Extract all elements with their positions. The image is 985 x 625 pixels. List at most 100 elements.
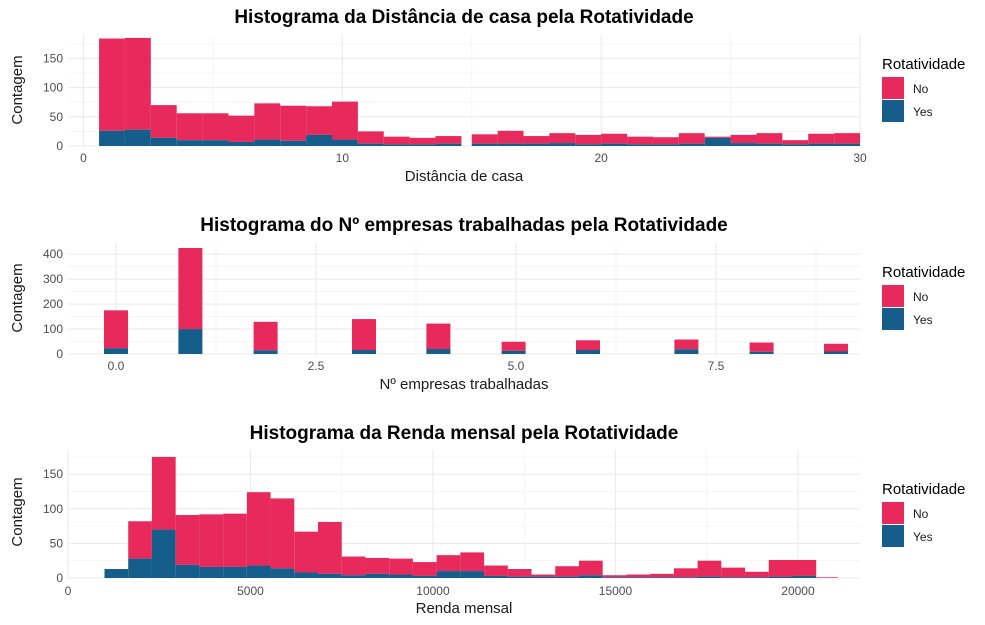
bars	[104, 247, 848, 354]
bar-yes	[175, 564, 200, 578]
bar-yes	[332, 139, 358, 146]
bar-no	[175, 515, 200, 565]
bar-yes	[578, 575, 603, 578]
bar-yes	[555, 576, 579, 578]
bar-no	[808, 133, 835, 144]
bar-no	[678, 133, 705, 144]
bar-no	[383, 136, 410, 145]
bar-yes	[178, 329, 203, 354]
y-tick-label: 100	[43, 322, 63, 336]
bar-no	[150, 105, 177, 138]
legend: Rotatividade No Yes	[882, 56, 965, 122]
bar-yes	[523, 143, 550, 146]
bar-yes	[704, 137, 731, 146]
bar-yes	[497, 143, 524, 146]
bar-no	[99, 38, 125, 131]
bar-no	[523, 136, 550, 144]
bar-no	[730, 134, 757, 144]
bar-yes	[501, 350, 526, 354]
chart-title: Histograma do Nº empresas trabalhadas pe…	[200, 215, 728, 236]
legend-key-yes	[882, 525, 904, 547]
bar-yes	[460, 571, 485, 578]
bar-no	[202, 113, 229, 141]
x-tick-label: 7.5	[708, 359, 725, 373]
bar-yes	[674, 349, 699, 354]
bar-yes	[199, 566, 224, 578]
chart-panel-2: 0.0 2.5 5.0 7.5 0 100 200 300 400 Histograma do N…	[9, 215, 965, 393]
chart-title: Histograma da Distância de casa pela Rot…	[234, 7, 693, 28]
x-tick-label: 10000	[416, 584, 450, 598]
bar-yes	[601, 143, 628, 146]
bar-no	[294, 531, 319, 573]
bar-yes	[124, 129, 151, 146]
bar-yes	[824, 351, 848, 354]
x-tick-label: 0	[80, 151, 87, 165]
bar-yes	[202, 140, 229, 146]
bar-yes	[341, 575, 366, 578]
bar-yes	[626, 577, 651, 578]
bar-yes	[409, 144, 436, 146]
bar-no	[436, 555, 461, 572]
bar-no	[697, 560, 722, 577]
bar-no	[341, 556, 366, 576]
bar-yes	[151, 529, 176, 578]
y-axis-label: Contagem	[9, 477, 26, 546]
y-tick-label: 400	[43, 247, 63, 261]
x-tick-label: 30	[853, 151, 867, 165]
bar-yes	[435, 143, 462, 146]
y-tick-label: 50	[50, 536, 64, 550]
bar-no	[704, 136, 731, 138]
legend-label-yes: Yes	[913, 313, 933, 327]
legend-key-yes	[882, 308, 904, 330]
bar-no	[318, 521, 342, 574]
x-tick-label: 5000	[237, 584, 264, 598]
bar-no	[627, 136, 653, 145]
bar-no	[365, 557, 390, 574]
legend-title: Rotatividade	[882, 56, 965, 73]
chart-panel-3: 0 5000 10000 15000 20000 0 50 100 150 Histograma …	[9, 423, 965, 617]
bar-no	[555, 566, 579, 577]
bar-yes	[697, 576, 722, 578]
bar-no	[460, 552, 485, 572]
y-tick-label: 100	[43, 81, 63, 95]
bar-no	[578, 560, 603, 576]
y-tick-label: 300	[43, 272, 63, 286]
bar-no	[199, 514, 224, 567]
bar-no	[497, 130, 524, 144]
legend-label-no: No	[913, 290, 929, 304]
bar-yes	[270, 568, 295, 578]
bar-no	[435, 136, 462, 144]
bar-no	[228, 115, 255, 142]
x-axis-label: Renda mensal	[416, 600, 513, 617]
x-tick-label: 0	[65, 584, 72, 598]
bar-no	[756, 133, 783, 144]
bar-no	[816, 577, 839, 578]
x-tick-label: 5.0	[508, 359, 525, 373]
bar-yes	[426, 349, 451, 354]
bar-yes	[792, 575, 817, 578]
bar-no	[768, 560, 793, 577]
bar-yes	[383, 144, 410, 146]
y-tick-label: 150	[43, 467, 63, 481]
legend-key-no	[882, 77, 904, 99]
bar-yes	[745, 577, 769, 578]
bar-yes	[318, 573, 342, 578]
bar-no	[357, 131, 384, 144]
bars	[104, 456, 839, 578]
bar-yes	[678, 143, 705, 146]
bar-no	[792, 560, 817, 576]
bar-no	[626, 574, 651, 578]
bar-yes	[627, 144, 653, 146]
bar-yes	[575, 144, 602, 146]
bar-no	[673, 568, 698, 578]
bar-yes	[673, 577, 698, 578]
x-tick-label: 2.5	[308, 359, 325, 373]
legend: Rotatividade No Yes	[882, 481, 965, 547]
bar-no	[389, 558, 413, 575]
bar-no	[575, 134, 602, 145]
y-axis-label: Contagem	[9, 263, 26, 332]
bar-no	[745, 571, 769, 578]
bar-yes	[484, 575, 508, 578]
x-tick-label: 10	[336, 151, 350, 165]
